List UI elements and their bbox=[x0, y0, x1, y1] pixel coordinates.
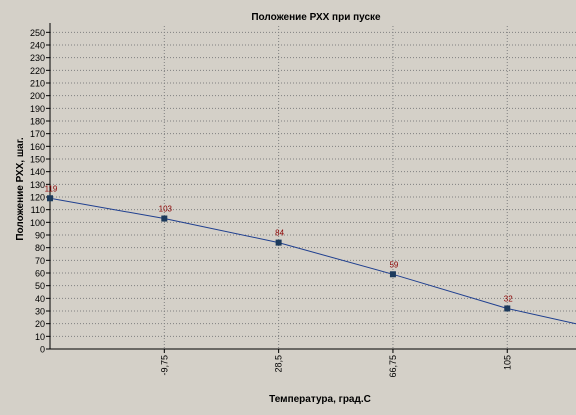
y-tick-label: 240 bbox=[30, 41, 45, 51]
data-label: 84 bbox=[275, 229, 284, 238]
data-point-marker bbox=[504, 305, 511, 312]
data-series: 119 103 84 59 32 bbox=[45, 184, 576, 325]
data-label: 119 bbox=[45, 184, 58, 193]
x-axis-label: Температура, град.С bbox=[269, 394, 371, 405]
y-tick-label: 110 bbox=[31, 205, 45, 215]
data-point-marker bbox=[47, 195, 53, 202]
y-tick-label: 220 bbox=[30, 66, 45, 76]
x-tick-label: 105 bbox=[502, 355, 512, 370]
y-tick-label: 200 bbox=[30, 91, 45, 101]
x-tick-label: -9,75 bbox=[159, 355, 169, 376]
y-tick-label: 90 bbox=[35, 231, 45, 241]
y-tick-label: 160 bbox=[30, 142, 45, 152]
y-tick-label: 20 bbox=[35, 319, 45, 329]
y-tick-label: 10 bbox=[35, 332, 45, 342]
series-line bbox=[49, 197, 576, 325]
y-tick-label: 130 bbox=[30, 180, 45, 190]
data-point-marker bbox=[161, 215, 168, 222]
axes: 0 10 20 30 40 50 60 70 80 90 100 110 120 130 140 150 160… bbox=[30, 23, 576, 378]
y-tick-label: 250 bbox=[30, 28, 45, 38]
y-tick-label: 230 bbox=[30, 53, 45, 63]
data-point-marker bbox=[275, 239, 282, 246]
y-tick-label: 50 bbox=[35, 281, 45, 291]
y-tick-label: 120 bbox=[30, 193, 45, 203]
y-tick-label: 190 bbox=[30, 104, 45, 114]
y-tick-label: 100 bbox=[30, 218, 45, 228]
y-tick-label: 170 bbox=[30, 129, 45, 139]
data-label: 32 bbox=[504, 294, 513, 303]
y-tick-label: 140 bbox=[30, 167, 45, 177]
chart-title: Положение РХХ при пуске bbox=[251, 12, 381, 23]
y-tick-label: 180 bbox=[30, 117, 45, 127]
y-tick-label: 40 bbox=[35, 294, 45, 304]
y-tick-label: 60 bbox=[35, 269, 45, 279]
x-tick-label: 66,75 bbox=[388, 355, 398, 378]
data-label: 103 bbox=[159, 205, 173, 214]
data-point-marker bbox=[389, 271, 396, 278]
y-tick-label: 210 bbox=[30, 79, 45, 89]
data-label: 59 bbox=[389, 260, 398, 269]
y-tick-label: 80 bbox=[35, 243, 45, 253]
x-tick-label: 28,5 bbox=[274, 355, 284, 373]
y-tick-label: 0 bbox=[40, 345, 45, 355]
y-tick-label: 70 bbox=[35, 256, 45, 266]
y-axis-label: Положение РХХ, шаг. bbox=[15, 137, 26, 241]
y-tick-label: 30 bbox=[35, 307, 45, 317]
grid-lines bbox=[50, 26, 576, 349]
y-tick-label: 150 bbox=[30, 155, 45, 165]
